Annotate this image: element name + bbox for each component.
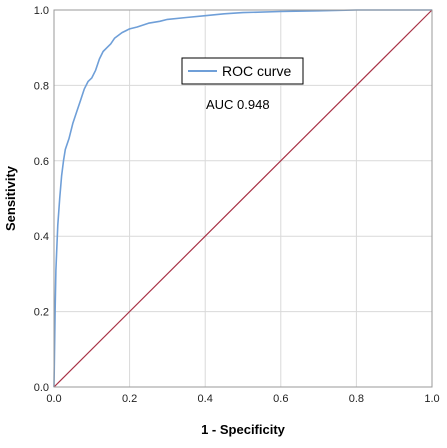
roc-curve-line — [53, 9, 432, 388]
y-tick-label: 0.0 — [34, 382, 49, 394]
x-tick-label: 0.4 — [198, 393, 213, 405]
series-layer — [53, 9, 433, 388]
y-axis-title: Sensitivity — [3, 165, 18, 231]
y-tick-label: 0.4 — [34, 231, 49, 243]
y-tick-label: 0.8 — [34, 80, 49, 92]
tick-labels: 0.0 0.2 0.4 0.6 0.8 1.0 0.0 0.2 0.4 0.6 0.8 1.0 — [34, 5, 440, 405]
legend-box — [181, 57, 304, 85]
y-tick-label: 1.0 — [34, 5, 49, 17]
legend-label-roc-curve: ROC curve — [222, 63, 291, 79]
x-axis-title: 1 - Specificity — [201, 422, 286, 437]
legend: ROC curve — [181, 57, 304, 85]
plot-frame — [53, 9, 433, 388]
x-tick-label: 1.0 — [424, 393, 439, 405]
x-tick-label: 0.2 — [122, 393, 137, 405]
x-tick-label: 0.8 — [349, 393, 364, 405]
x-tick-label: 0.0 — [46, 393, 61, 405]
x-tick-label: 0.6 — [273, 393, 288, 405]
y-tick-label: 0.6 — [34, 156, 49, 168]
auc-annotation: AUC 0.948 — [206, 97, 270, 112]
reference-diagonal-line — [53, 9, 433, 388]
y-tick-label: 0.2 — [34, 307, 49, 319]
